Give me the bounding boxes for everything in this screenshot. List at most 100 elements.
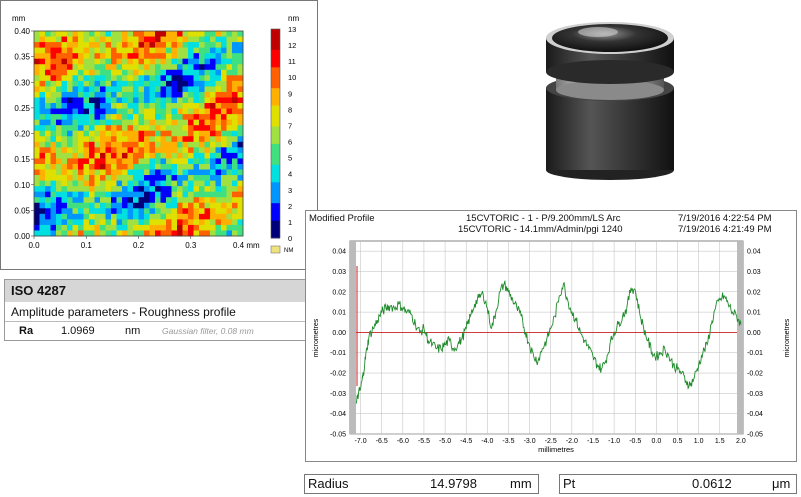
heatmap-cell xyxy=(67,175,73,181)
heatmap-cell xyxy=(210,141,216,148)
heatmap-cell xyxy=(78,119,84,126)
heatmap-cell xyxy=(94,80,101,87)
heatmap-cell xyxy=(94,58,101,65)
heatmap-cell xyxy=(56,75,62,82)
colorbar-segment xyxy=(271,49,280,54)
heatmap-cell xyxy=(171,158,178,165)
heatmap-cell xyxy=(50,36,57,43)
heatmap-cell xyxy=(39,169,46,176)
heatmap-cell xyxy=(133,230,139,237)
heatmap-cell xyxy=(177,130,183,137)
heatmap-cell xyxy=(204,169,211,176)
heatmap-cell xyxy=(127,119,134,126)
heatmap-cell xyxy=(116,141,123,148)
heatmap-cell xyxy=(221,125,227,132)
y-axis-label-right: micrometres xyxy=(784,318,791,357)
heatmap-cell xyxy=(34,36,40,43)
heatmap-cell xyxy=(39,47,46,54)
heatmap-cell xyxy=(72,36,79,43)
heatmap-cell xyxy=(182,197,189,204)
heatmap-cell xyxy=(188,158,194,165)
heatmap-cell xyxy=(149,36,156,43)
heatmap-cell xyxy=(100,158,106,165)
x-tick-label: -3.5 xyxy=(502,438,514,445)
heatmap-cell xyxy=(226,103,233,109)
heatmap-cell xyxy=(215,175,222,181)
heatmap-cell xyxy=(105,75,112,82)
heatmap-cell xyxy=(105,36,112,43)
heatmap-cell xyxy=(67,186,73,193)
heatmap-cell xyxy=(50,103,57,109)
heatmap-cell xyxy=(210,136,216,143)
heatmap-cell xyxy=(94,69,101,76)
heatmap-cell xyxy=(155,130,161,137)
heatmap-cell xyxy=(166,80,172,87)
heatmap-cell xyxy=(94,152,101,159)
heatmap-cell xyxy=(72,108,79,115)
right-margin-band xyxy=(737,241,743,434)
heatmap-cell xyxy=(188,186,194,193)
heatmap-cell xyxy=(215,219,222,226)
heatmap-cell xyxy=(210,91,216,98)
heatmap-cell xyxy=(45,169,51,176)
heatmap-cell xyxy=(166,75,172,82)
heatmap-cell xyxy=(188,103,194,109)
colorbar-segment xyxy=(271,147,280,152)
heatmap-cell xyxy=(221,191,227,198)
heatmap-cell xyxy=(177,91,183,98)
heatmap-cell xyxy=(177,213,183,220)
heatmap-cell xyxy=(133,136,139,143)
heatmap-cell xyxy=(232,97,238,104)
heatmap-cell xyxy=(89,103,95,109)
heatmap-cell xyxy=(133,147,139,154)
heatmap-cell xyxy=(166,119,172,126)
heatmap-cell xyxy=(199,130,205,137)
heatmap-cell xyxy=(160,169,167,176)
heatmap-cell xyxy=(199,175,205,181)
heatmap-cell xyxy=(221,53,227,60)
heatmap-cell xyxy=(144,125,150,132)
heatmap-cell xyxy=(171,169,178,176)
heatmap-cell xyxy=(171,208,178,215)
heatmap-cell xyxy=(67,47,73,54)
heatmap-cell xyxy=(144,69,150,76)
profile-header-right-1: 7/19/2016 4:22:54 PM xyxy=(678,213,772,224)
heatmap-cell xyxy=(39,158,46,165)
heatmap-cell xyxy=(45,130,51,137)
heatmap-cell xyxy=(138,202,145,209)
heatmap-cell xyxy=(56,202,62,209)
heatmap-cell xyxy=(232,191,238,198)
heatmap-cell xyxy=(193,53,200,60)
heatmap-cell xyxy=(72,119,79,126)
heatmap-cell xyxy=(204,141,211,148)
heatmap-cell xyxy=(122,53,128,60)
heatmap-cell xyxy=(83,158,90,165)
heatmap-cell xyxy=(138,119,145,126)
heatmap-cell xyxy=(122,103,128,109)
heatmap-cell xyxy=(56,31,62,37)
heatmap-cell xyxy=(215,108,222,115)
heatmap-cell xyxy=(127,69,134,76)
heatmap-cell xyxy=(155,202,161,209)
heatmap-cell xyxy=(122,230,128,237)
heatmap-cell xyxy=(127,158,134,165)
heatmap-cell xyxy=(72,47,79,54)
heatmap-cell xyxy=(133,103,139,109)
heatmap-cell xyxy=(56,180,62,187)
heatmap-cell xyxy=(204,97,211,104)
colorbar-segment xyxy=(271,56,280,61)
heatmap-cell xyxy=(177,175,183,181)
y-tick-label-right: 0.02 xyxy=(747,289,761,296)
heatmap-cell xyxy=(111,114,117,121)
heatmap-cell xyxy=(56,197,62,204)
heatmap-cell xyxy=(83,186,90,193)
heatmap-cell xyxy=(215,136,222,143)
heatmap-cell xyxy=(116,130,123,137)
x-tick-label: -6.0 xyxy=(397,438,409,445)
heatmap-cell xyxy=(89,224,95,231)
heatmap-cell xyxy=(232,219,238,226)
colorbar-segment xyxy=(271,119,280,124)
map-y-tick-label: 0.15 xyxy=(14,155,30,164)
heatmap-cell xyxy=(50,136,57,143)
heatmap-cell xyxy=(34,180,40,187)
